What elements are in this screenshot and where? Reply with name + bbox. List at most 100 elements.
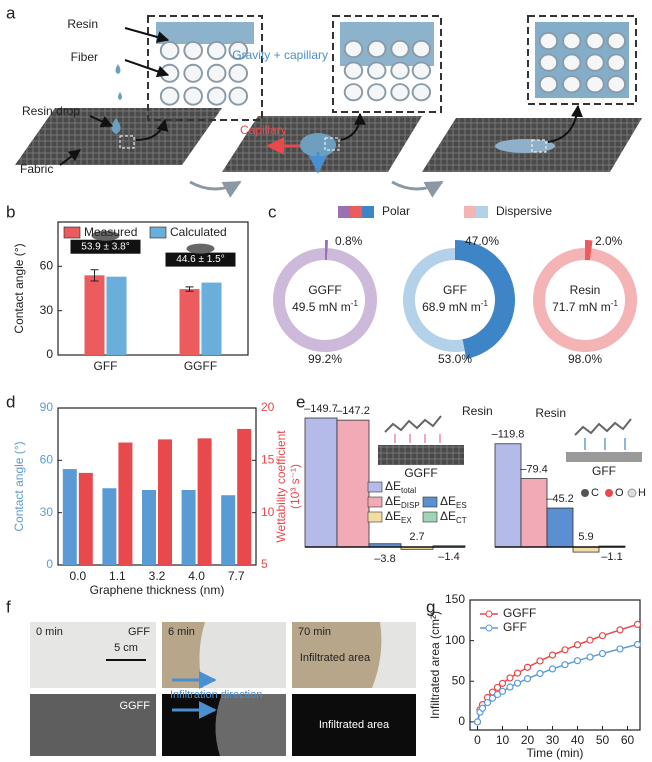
- bar: [237, 428, 252, 565]
- panel-label: g: [426, 597, 435, 616]
- line: [476, 623, 638, 723]
- energy-bar: [520, 478, 548, 548]
- flow-arrow: [189, 180, 242, 198]
- legend-swatch: [338, 206, 350, 218]
- schematic: Resin Fiber Resin drop Fabric Capillary …: [15, 13, 642, 198]
- bar: [142, 489, 156, 565]
- atom-o: [605, 489, 613, 497]
- bar: [62, 469, 77, 565]
- x-tick-label: 20: [521, 733, 535, 747]
- error-bar: [90, 269, 99, 282]
- point: [561, 661, 569, 669]
- legend-swatch: [367, 481, 383, 493]
- value-label: –3.8: [374, 553, 395, 565]
- y2-axis-label: (10³ s⁻¹): [288, 464, 302, 509]
- graphene-layer: [378, 445, 464, 465]
- molecule-illustrations: [378, 415, 642, 498]
- panel-label: b: [6, 202, 15, 221]
- bar: [181, 489, 196, 565]
- resin-molecule: [574, 418, 632, 436]
- panel-label: d: [6, 392, 15, 411]
- legend-swatch: [476, 206, 488, 218]
- x-tick-label: 60: [621, 733, 635, 747]
- bar: [106, 276, 127, 355]
- leader: [59, 149, 81, 166]
- photo: [292, 694, 416, 756]
- photo-infiltrated: [162, 694, 222, 756]
- y2-tick-label: 20: [261, 400, 275, 414]
- x-tick-label: 50: [596, 733, 610, 747]
- point: [573, 657, 582, 665]
- x-tick-label: 3.2: [149, 569, 166, 583]
- point: [513, 669, 522, 677]
- panel-label: a: [6, 3, 16, 22]
- resin-drop: [111, 64, 122, 134]
- donut-value: 68.9 mN m-1: [422, 299, 488, 314]
- substrate-label: GFF: [592, 464, 616, 478]
- x-tick-label: 40: [571, 733, 585, 747]
- value-label: 2.7: [409, 531, 424, 543]
- bar: [221, 495, 236, 565]
- interaction-lines: [584, 438, 626, 450]
- point: [493, 683, 502, 692]
- y-axis-label: Contact angle (°): [12, 441, 26, 531]
- x-tick-label: 30: [546, 733, 560, 747]
- value-label: –1.4: [438, 551, 459, 563]
- leader: [340, 112, 366, 141]
- donut-value-exponent: -1: [481, 299, 489, 308]
- photo-label: 70 min: [298, 626, 331, 638]
- point: [473, 718, 482, 726]
- legend-subscript: CT: [456, 516, 467, 525]
- value-label: 5.9: [578, 531, 593, 543]
- resin-molecule: [384, 415, 442, 433]
- legend-swatch: [367, 496, 383, 508]
- fiber-surface: [566, 452, 642, 462]
- point: [498, 679, 507, 687]
- leader: [135, 118, 169, 141]
- zoom-box: [147, 15, 263, 121]
- point: [536, 657, 544, 665]
- donut-label: Resin: [570, 283, 601, 297]
- point: [548, 665, 557, 673]
- annotation: 53.9 ± 3.8°: [81, 241, 129, 252]
- photo: [30, 694, 156, 756]
- resin-label: Resin: [535, 406, 566, 420]
- legend-label: Dispersive: [496, 204, 552, 218]
- photo-label: 5 cm: [114, 642, 138, 654]
- value-label: –1.1: [601, 551, 622, 563]
- leader: [89, 115, 114, 127]
- legend-label: Calculated: [170, 225, 227, 239]
- bar: [84, 275, 105, 355]
- legend-swatch: [350, 206, 362, 218]
- bar: [201, 282, 222, 355]
- legend-label: GGFF: [503, 606, 536, 620]
- zoom-box: [332, 15, 442, 113]
- value-label: –119.8: [492, 429, 525, 441]
- photo-dry: [372, 622, 416, 688]
- point: [598, 649, 607, 658]
- legend-swatch: [63, 226, 81, 239]
- substrate-label: GGFF: [404, 466, 437, 480]
- atom-c: [581, 489, 589, 497]
- point: [586, 653, 594, 661]
- legend-name: ΔE: [385, 479, 401, 493]
- legend-label: ΔECT: [440, 509, 467, 525]
- resin-spread: [495, 139, 555, 153]
- legend-subscript: ES: [456, 501, 467, 510]
- donut-label: GFF: [443, 283, 467, 297]
- y-tick-label: 150: [445, 592, 465, 606]
- point: [561, 646, 569, 654]
- value-label: 98.0%: [568, 352, 602, 366]
- plot-frame: [57, 221, 249, 356]
- photos: 0 min GFF 5 cm 6 min Infiltration direct…: [30, 622, 416, 756]
- plot-frame: [469, 599, 641, 731]
- point: [598, 632, 607, 640]
- point: [616, 645, 624, 653]
- legend-swatch: [422, 511, 438, 523]
- legend-label: ΔEDISP: [385, 494, 420, 510]
- legend-label: ΔEtotal: [385, 479, 416, 495]
- resin-label: Resin: [462, 404, 493, 418]
- bar: [179, 289, 200, 355]
- atom-h: [627, 488, 637, 498]
- legend-label: GFF: [503, 620, 527, 634]
